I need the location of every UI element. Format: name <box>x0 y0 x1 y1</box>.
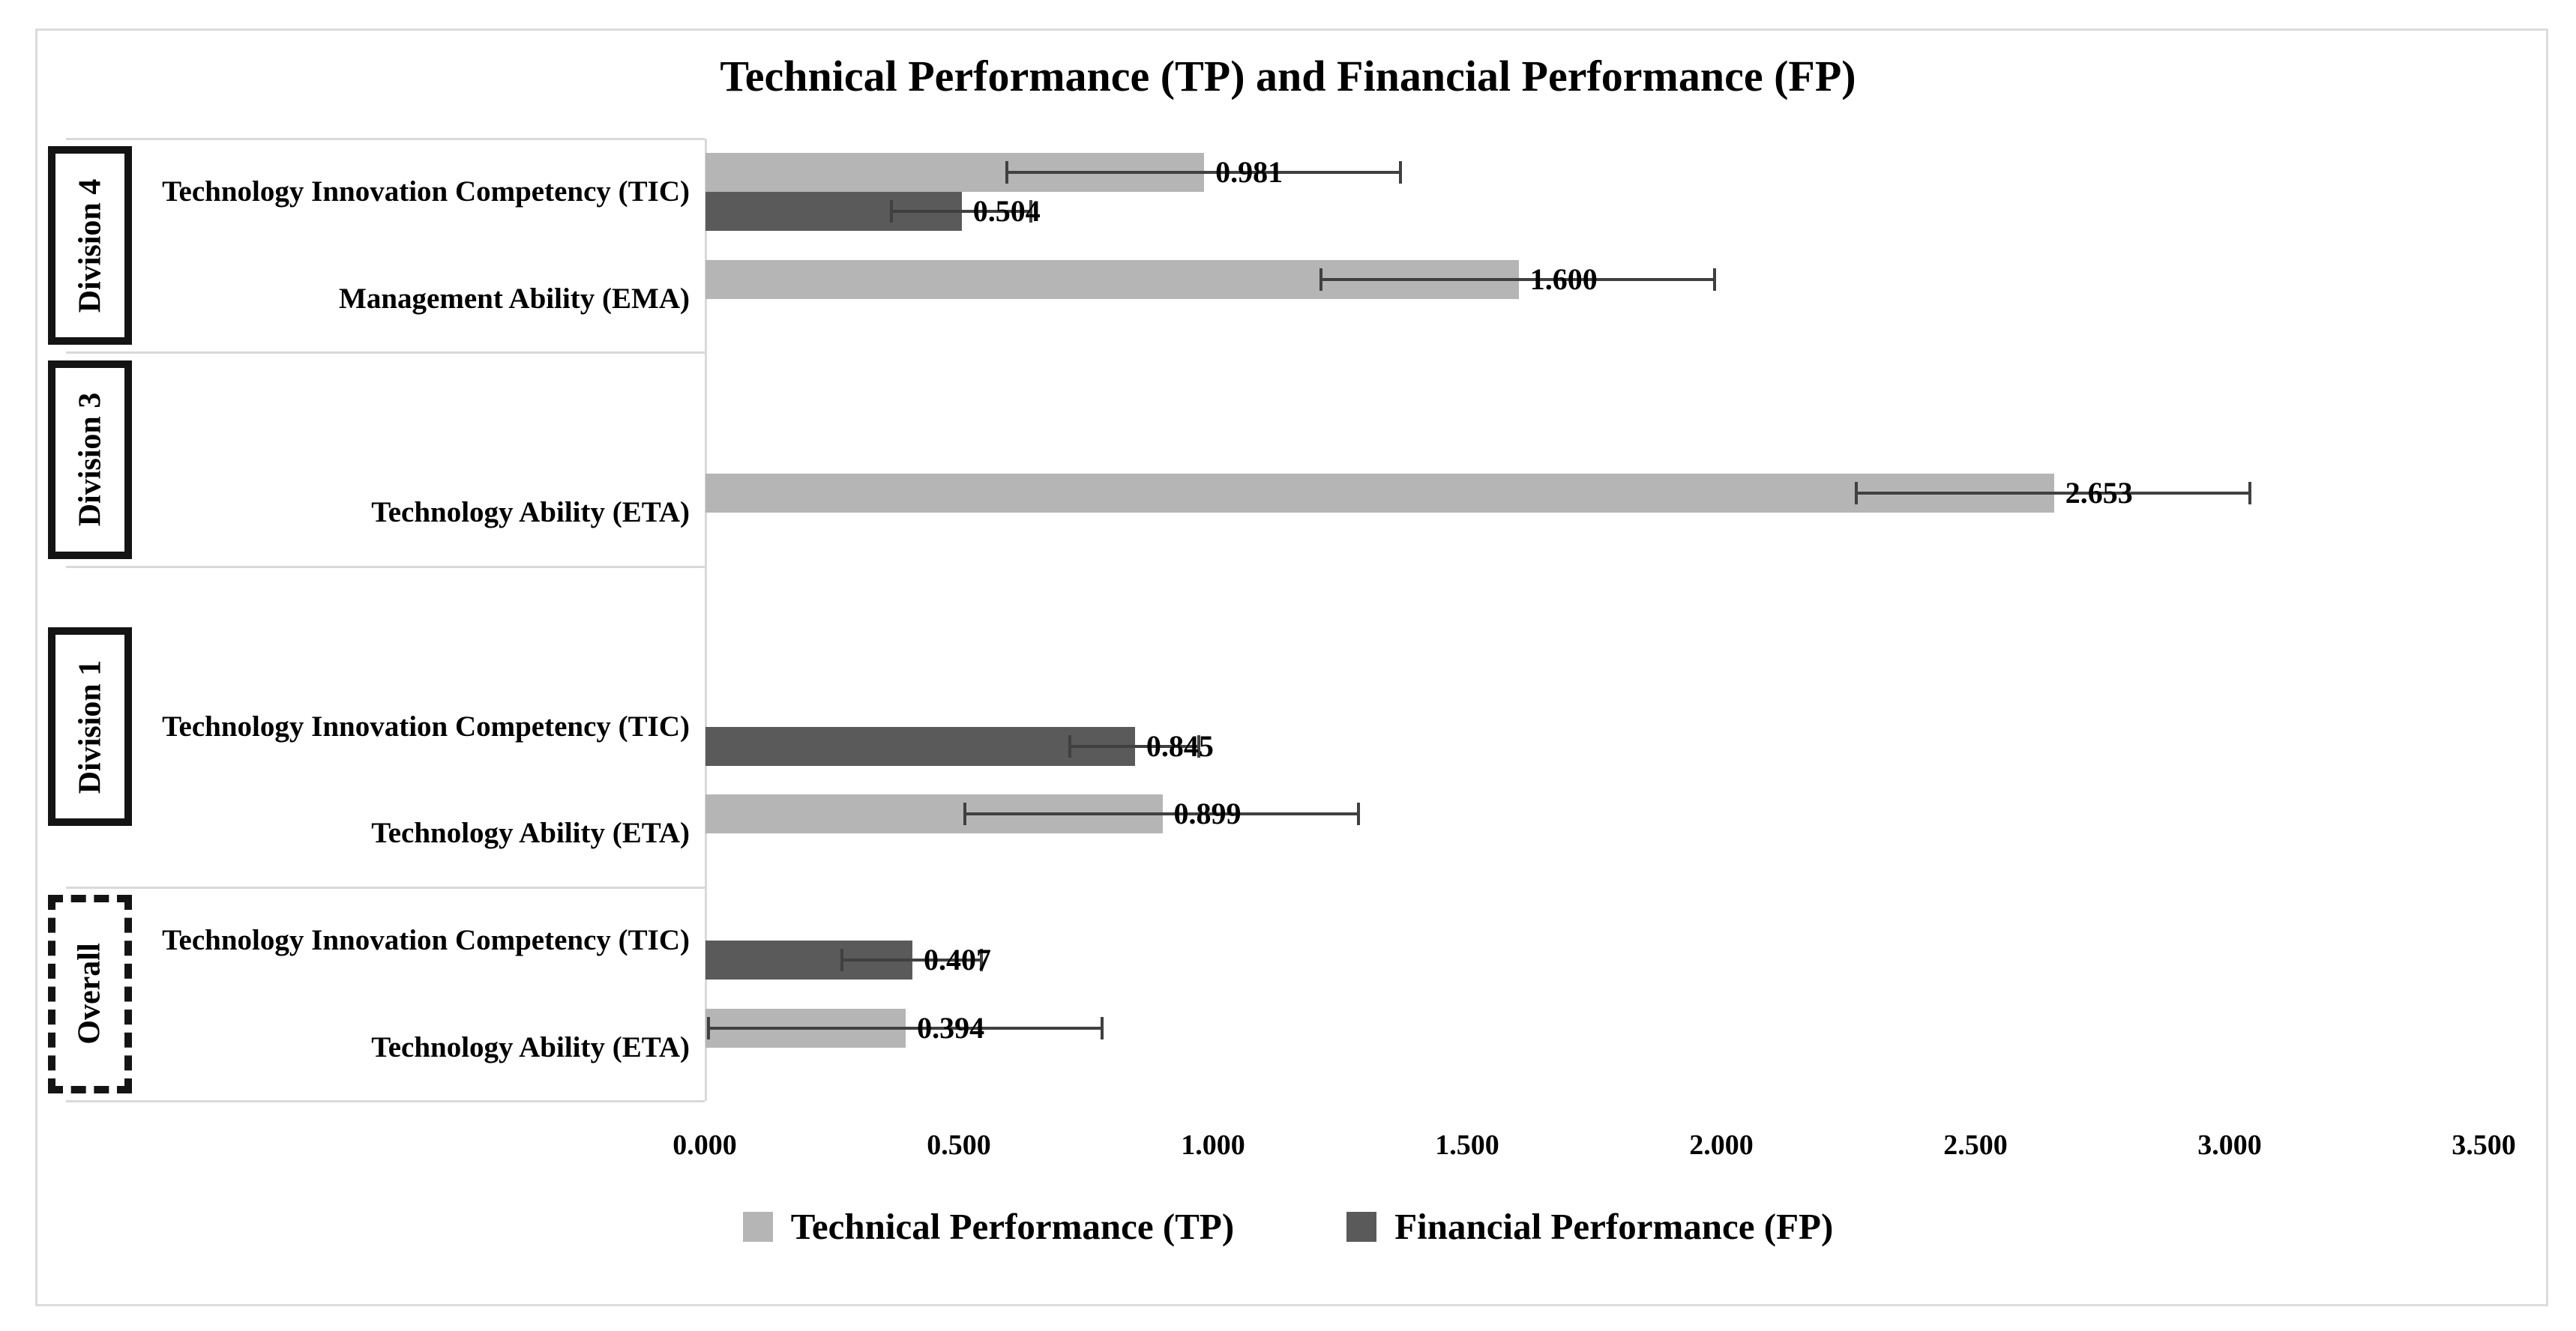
category-label: Technology Innovation Competency (TIC) <box>162 175 690 208</box>
x-axis-tick-label: 3.000 <box>2197 1129 2262 1161</box>
category-label: Technology Innovation Competency (TIC) <box>162 710 690 743</box>
group-separator-line <box>66 565 705 568</box>
error-bar-cap-right <box>1713 268 1717 291</box>
legend-item-fp: Financial Performance (FP) <box>1346 1205 1833 1248</box>
legend-swatch-fp <box>1346 1211 1377 1242</box>
group-label: Division 3 <box>73 392 108 527</box>
error-bar <box>963 812 1360 816</box>
category-label: Technology Ability (ETA) <box>371 817 690 850</box>
group-box-division-3: Division 3 <box>48 360 132 559</box>
bar-value-label: 2.653 <box>2065 476 2133 510</box>
legend-label-tp: Technical Performance (TP) <box>790 1206 1235 1247</box>
error-bar-cap-right <box>1100 1016 1104 1039</box>
error-bar-cap-left <box>963 803 967 826</box>
x-axis-tick-label: 0.000 <box>672 1129 737 1161</box>
error-bar-cap-right <box>2248 482 2252 505</box>
group-separator-line <box>66 351 705 354</box>
group-box-overall: Overall <box>48 894 132 1093</box>
group-label: Division 1 <box>73 660 108 794</box>
error-bar <box>1068 744 1201 748</box>
x-axis-tick-label: 1.000 <box>1181 1129 1245 1161</box>
x-axis-tick-label: 1.500 <box>1435 1129 1499 1161</box>
error-bar <box>1005 171 1402 175</box>
bar-value-label: 1.600 <box>1529 262 1598 296</box>
legend: Technical Performance (TP) Financial Perf… <box>0 1205 2576 1248</box>
x-axis-tick-label: 0.500 <box>927 1129 991 1161</box>
error-bar-cap-left <box>1319 268 1323 291</box>
x-axis-tick-label: 2.000 <box>1689 1129 1754 1161</box>
bar-value-label: 0.504 <box>972 194 1041 229</box>
error-bar-cap-right <box>1356 803 1360 826</box>
legend-swatch-tp <box>742 1211 773 1242</box>
error-bar <box>889 210 1032 214</box>
error-bar-cap-right <box>1029 200 1032 223</box>
error-bar <box>1855 492 2252 495</box>
error-bar <box>840 959 983 962</box>
error-bar <box>706 1026 1104 1030</box>
error-bar-cap-left <box>1068 734 1071 758</box>
error-bar-cap-right <box>979 949 983 971</box>
error-bar-cap-left <box>706 1016 710 1039</box>
chart-border <box>35 28 2548 1306</box>
bar-value-label: 0.394 <box>917 1010 985 1045</box>
category-label: Management Ability (EMA) <box>339 283 690 315</box>
error-bar-cap-left <box>840 949 844 971</box>
x-axis-tick-label: 2.500 <box>1943 1129 2008 1161</box>
category-axis-line <box>705 139 707 1101</box>
category-label: Technology Ability (ETA) <box>371 496 690 529</box>
error-bar <box>1319 278 1717 281</box>
group-separator-line <box>66 1100 705 1102</box>
group-box-division-1: Division 1 <box>48 627 132 827</box>
category-label: Technology Ability (ETA) <box>371 1030 690 1063</box>
bar-financial-performance <box>705 726 1135 766</box>
bar-value-label: 0.981 <box>1215 155 1284 190</box>
legend-item-tp: Technical Performance (TP) <box>742 1205 1235 1248</box>
bar-value-label: 0.845 <box>1146 728 1214 763</box>
legend-label-fp: Financial Performance (FP) <box>1394 1206 1834 1247</box>
chart-title: Technical Performance (TP) and Financial… <box>720 52 1856 100</box>
bar-value-label: 0.407 <box>923 943 991 977</box>
group-label: Division 4 <box>73 178 108 313</box>
group-separator-line <box>66 886 705 889</box>
x-axis-tick-label: 3.500 <box>2452 1129 2516 1161</box>
group-label: Overall <box>73 943 108 1045</box>
group-separator-line <box>66 138 705 140</box>
error-bar-cap-left <box>1855 482 1859 505</box>
bar-technical-performance <box>705 474 2054 513</box>
error-bar-cap-left <box>1005 161 1008 184</box>
error-bar-cap-left <box>889 200 893 223</box>
group-box-division-4: Division 4 <box>48 146 132 345</box>
bar-value-label: 0.899 <box>1173 797 1242 831</box>
category-label: Technology Innovation Competency (TIC) <box>162 924 690 956</box>
error-bar-cap-right <box>1197 734 1201 758</box>
error-bar-cap-right <box>1398 161 1402 184</box>
